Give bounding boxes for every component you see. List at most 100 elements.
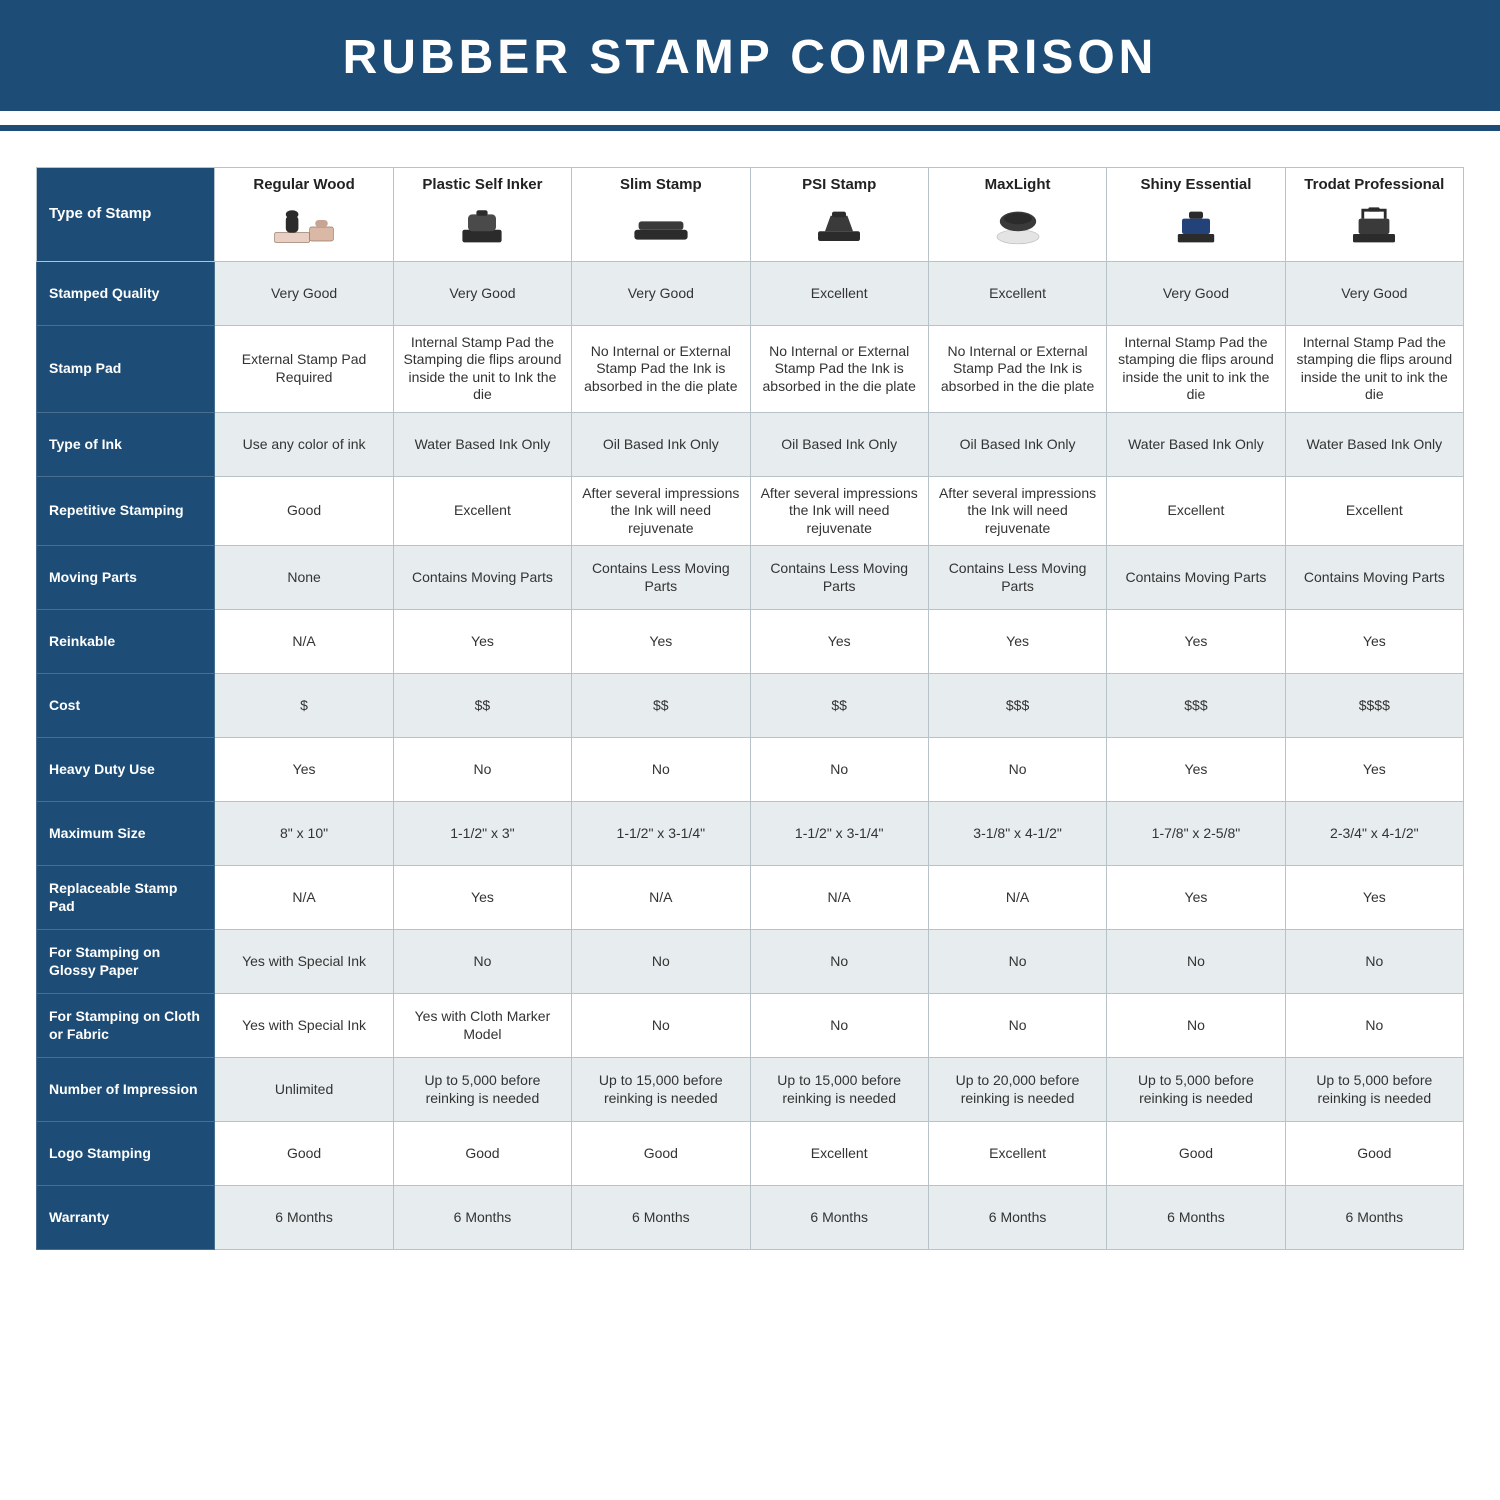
table-cell: Excellent [928, 261, 1106, 325]
table-cell: No [393, 930, 571, 994]
table-cell: Excellent [928, 1122, 1106, 1186]
shiny-essential-icon [1113, 201, 1278, 253]
table-cell: Oil Based Ink Only [750, 412, 928, 476]
table-cell: No [1285, 930, 1463, 994]
table-row: Type of InkUse any color of inkWater Bas… [37, 412, 1464, 476]
row-label: Reinkable [37, 610, 215, 674]
table-cell: 2-3/4" x 4-1/2" [1285, 802, 1463, 866]
col-header: MaxLight [928, 168, 1106, 262]
table-row: Cost$$$$$$$$$$$$$$$$$ [37, 674, 1464, 738]
table-cell: Oil Based Ink Only [572, 412, 750, 476]
table-cell: After several impressions the Ink will n… [750, 476, 928, 546]
regular-wood-icon [221, 201, 386, 253]
table-cell: $$$ [928, 674, 1106, 738]
col-title: Trodat Professional [1292, 176, 1457, 195]
table-cell: After several impressions the Ink will n… [928, 476, 1106, 546]
table-cell: Oil Based Ink Only [928, 412, 1106, 476]
table-cell: Excellent [393, 476, 571, 546]
table-cell: No [928, 930, 1106, 994]
comparison-table: Type of Stamp Regular Wood Plastic Self … [36, 167, 1464, 1250]
row-label: Stamped Quality [37, 261, 215, 325]
table-cell: Yes [1107, 738, 1285, 802]
col-header: Shiny Essential [1107, 168, 1285, 262]
table-cell: Yes [393, 866, 571, 930]
table-cell: Excellent [1107, 476, 1285, 546]
row-label: For Stamping on Cloth or Fabric [37, 994, 215, 1058]
table-cell: Water Based Ink Only [1107, 412, 1285, 476]
table-cell: No [928, 994, 1106, 1058]
table-cell: No [572, 994, 750, 1058]
table-cell: No [572, 930, 750, 994]
table-cell: Contains Moving Parts [1285, 546, 1463, 610]
table-cell: No [750, 930, 928, 994]
title-gap [0, 111, 1500, 125]
table-cell: Up to 5,000 before reinking is needed [1107, 1058, 1285, 1122]
table-cell: No Internal or External Stamp Pad the In… [750, 325, 928, 412]
row-label: Moving Parts [37, 546, 215, 610]
table-cell: $$ [572, 674, 750, 738]
table-cell: Good [393, 1122, 571, 1186]
table-cell: Excellent [750, 261, 928, 325]
col-header: Plastic Self Inker [393, 168, 571, 262]
table-cell: No [750, 738, 928, 802]
table-cell: 6 Months [215, 1186, 393, 1250]
table-cell: $$$$ [1285, 674, 1463, 738]
table-cell: Yes [750, 610, 928, 674]
table-cell: 1-1/2" x 3-1/4" [750, 802, 928, 866]
table-cell: External Stamp Pad Required [215, 325, 393, 412]
table-cell: Use any color of ink [215, 412, 393, 476]
table-cell: Excellent [1285, 476, 1463, 546]
table-cell: No [928, 738, 1106, 802]
maxlight-icon [935, 201, 1100, 253]
table-cell: Up to 5,000 before reinking is needed [393, 1058, 571, 1122]
row-label: Warranty [37, 1186, 215, 1250]
table-row: Heavy Duty UseYesNoNoNoNoYesYes [37, 738, 1464, 802]
table-cell: Up to 5,000 before reinking is needed [1285, 1058, 1463, 1122]
table-cell: Water Based Ink Only [1285, 412, 1463, 476]
table-cell: Good [1107, 1122, 1285, 1186]
table-cell: Internal Stamp Pad the stamping die flip… [1107, 325, 1285, 412]
table-cell: 6 Months [750, 1186, 928, 1250]
corner-cell: Type of Stamp [37, 168, 215, 262]
table-cell: N/A [750, 866, 928, 930]
trodat-pro-icon [1292, 201, 1457, 253]
table-cell: Internal Stamp Pad the stamping die flip… [1285, 325, 1463, 412]
table-row: For Stamping on Cloth or FabricYes with … [37, 994, 1464, 1058]
page-title: RUBBER STAMP COMPARISON [0, 0, 1500, 111]
table-row: Logo StampingGoodGoodGoodExcellentExcell… [37, 1122, 1464, 1186]
table-cell: 3-1/8" x 4-1/2" [928, 802, 1106, 866]
table-cell: 1-1/2" x 3-1/4" [572, 802, 750, 866]
table-cell: 1-1/2" x 3" [393, 802, 571, 866]
table-row: Number of ImpressionUnlimitedUp to 5,000… [37, 1058, 1464, 1122]
psi-stamp-icon [757, 201, 922, 253]
table-cell: Yes [1107, 866, 1285, 930]
table-container: Type of Stamp Regular Wood Plastic Self … [0, 131, 1500, 1290]
table-cell: Yes [928, 610, 1106, 674]
table-cell: Up to 15,000 before reinking is needed [750, 1058, 928, 1122]
table-cell: 1-7/8" x 2-5/8" [1107, 802, 1285, 866]
table-cell: Water Based Ink Only [393, 412, 571, 476]
slim-stamp-icon [578, 201, 743, 253]
table-cell: No [393, 738, 571, 802]
table-cell: None [215, 546, 393, 610]
table-cell: Very Good [572, 261, 750, 325]
table-cell: 6 Months [1107, 1186, 1285, 1250]
table-cell: N/A [928, 866, 1106, 930]
table-cell: Yes with Special Ink [215, 930, 393, 994]
table-row: Replaceable Stamp PadN/AYesN/AN/AN/AYesY… [37, 866, 1464, 930]
row-label: Type of Ink [37, 412, 215, 476]
table-header-row: Type of Stamp Regular Wood Plastic Self … [37, 168, 1464, 262]
table-row: Stamp PadExternal Stamp Pad RequiredInte… [37, 325, 1464, 412]
table-cell: Excellent [750, 1122, 928, 1186]
table-row: Stamped QualityVery GoodVery GoodVery Go… [37, 261, 1464, 325]
table-row: Repetitive StampingGoodExcellentAfter se… [37, 476, 1464, 546]
table-cell: Contains Moving Parts [393, 546, 571, 610]
table-cell: Good [572, 1122, 750, 1186]
col-title: Slim Stamp [578, 176, 743, 195]
table-cell: Yes [572, 610, 750, 674]
row-label: Maximum Size [37, 802, 215, 866]
table-cell: After several impressions the Ink will n… [572, 476, 750, 546]
corner-label: Type of Stamp [49, 205, 151, 222]
table-cell: Contains Less Moving Parts [572, 546, 750, 610]
table-cell: Very Good [1107, 261, 1285, 325]
